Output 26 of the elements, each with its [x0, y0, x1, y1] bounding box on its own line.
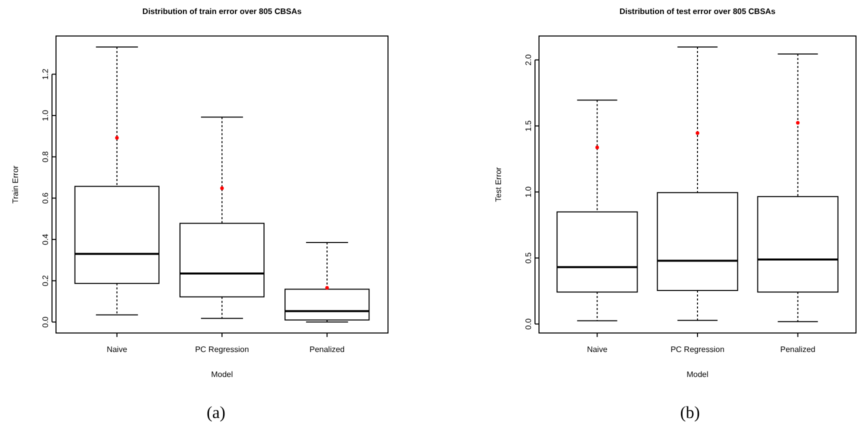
y-tick-label: 1.0 [41, 109, 50, 122]
x-tick-label: Penalized [309, 345, 345, 354]
y-tick-label: 0.4 [41, 233, 50, 245]
y-tick-label: 0.0 [41, 316, 50, 328]
y-tick-label: 1.5 [524, 120, 533, 132]
y-tick-label: 2.0 [524, 54, 533, 66]
y-tick-label: 1.2 [41, 68, 50, 80]
y-tick-label: 0.8 [41, 150, 50, 162]
text: (b) [680, 403, 700, 422]
y-tick-label: 0.0 [524, 318, 533, 330]
y-tick-label: 0.6 [41, 192, 50, 204]
x-tick-label: PC Regression [195, 345, 249, 354]
y-axis-title: Test Error [494, 166, 503, 202]
x-tick-label: Naive [586, 345, 608, 354]
x-axis-title: Model [211, 370, 234, 379]
x-axis-title: Model [686, 370, 709, 379]
y-axis-title: Train Error [11, 165, 20, 204]
chart-title: Distribution of test error over 805 CBSAs [619, 7, 776, 16]
x-tick-label: Penalized [780, 345, 816, 354]
chart-title: Distribution of train error over 805 CBSAs [142, 7, 302, 16]
y-tick-label: 0.5 [524, 252, 533, 264]
x-tick-label: PC Regression [670, 345, 724, 354]
y-tick-label: 1.0 [524, 186, 533, 198]
x-tick-label: Naive [106, 345, 128, 354]
y-tick-label: 0.2 [41, 274, 50, 286]
text: (a) [206, 403, 226, 422]
